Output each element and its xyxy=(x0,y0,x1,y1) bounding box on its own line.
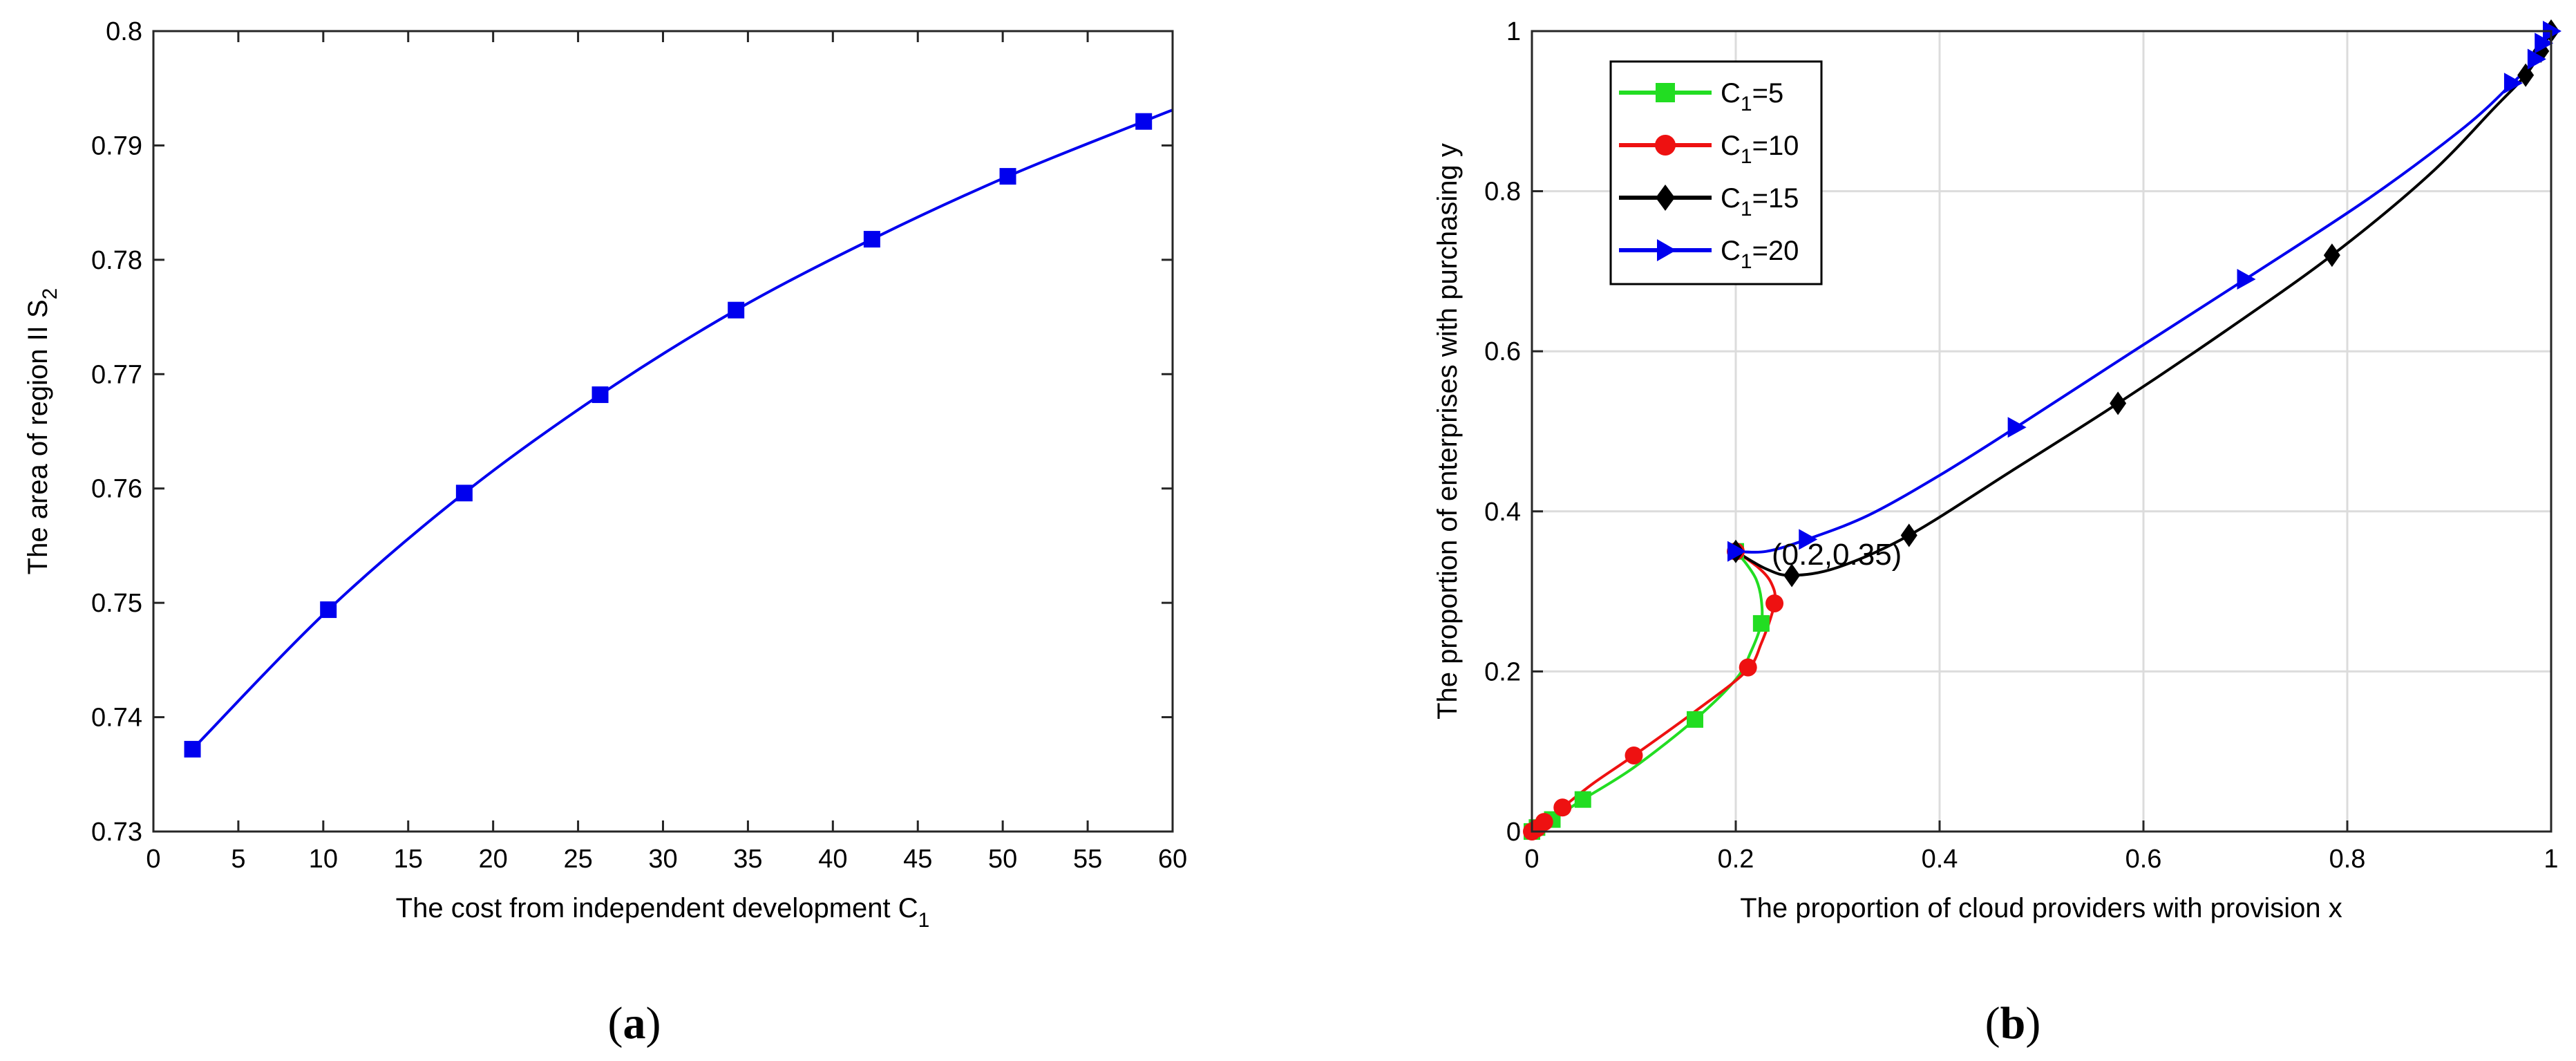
chart-b-point-series-3 xyxy=(1799,529,1818,550)
chart-a-xtick-label: 50 xyxy=(988,845,1017,874)
chart-a-point xyxy=(863,231,880,248)
chart-b-ytick-label: 0 xyxy=(1506,818,1521,847)
chart-a-axes-box xyxy=(152,30,1174,833)
chart-a-xtick-label: 10 xyxy=(309,845,338,874)
chart-b-line-series-2 xyxy=(1734,30,2553,577)
chart-b-line-series-1 xyxy=(1531,550,1777,833)
chart-a-xtick-label: 30 xyxy=(648,845,677,874)
svg-text:C1=20: C1=20 xyxy=(1721,236,1799,273)
chart-b-xlabel: The proportion of cloud providers with p… xyxy=(1740,893,2342,923)
legend-entry-c1-10: C1=10 xyxy=(1619,131,1799,168)
chart-a-xtick-label: 35 xyxy=(733,845,762,874)
chart-b-line-series-3 xyxy=(1735,30,2553,554)
chart-b-xtick-label: 0.4 xyxy=(1922,845,1958,874)
chart-b-point-series-3 xyxy=(2527,48,2546,70)
chart-b-point-series-0 xyxy=(1752,614,1770,632)
chart-b-point-series-2 xyxy=(2323,243,2340,267)
svg-text:C1=10: C1=10 xyxy=(1721,131,1799,168)
chart-b-point-series-2 xyxy=(1900,523,1917,547)
chart-b-xtick-label: 0.6 xyxy=(2125,845,2162,874)
svg-text:C1=5: C1=5 xyxy=(1721,78,1783,115)
chart-a-xtick-label: 0 xyxy=(146,845,160,874)
chart-a-xtick-label: 60 xyxy=(1158,845,1187,874)
chart-b-ytick-label: 0.4 xyxy=(1484,498,1521,527)
chart-a-ytick-label: 0.73 xyxy=(91,818,142,847)
chart-b-xtick-label: 0.2 xyxy=(1718,845,1754,874)
chart-a-xtick-label: 55 xyxy=(1073,845,1102,874)
chart-b-ticks: 0 0.2 0.4 0.6 0.8 1 0 0.2 0.4 0.6 0.8 1 xyxy=(1484,17,2558,874)
chart-b-point-series-1 xyxy=(1765,594,1784,612)
chart-b-point-series-3 xyxy=(1727,541,1746,562)
chart-a-xtick-label: 25 xyxy=(563,845,592,874)
chart-a-xtick-label: 45 xyxy=(903,845,932,874)
chart-a-ticks: 0 5 10 15 20 25 30 35 40 45 50 55 60 0.73 0.74 0.75 0.76… xyxy=(91,17,1187,874)
chart-b-panel-label: (b) xyxy=(1985,998,2041,1049)
chart-a-xtick-label: 40 xyxy=(818,845,847,874)
chart-b-xtick-label: 0.8 xyxy=(2329,845,2366,874)
chart-b-point-series-0 xyxy=(1574,791,1591,808)
chart-b-axes-box xyxy=(1531,30,2553,833)
chart-b: 0 0.2 0.4 0.6 0.8 100.20.40.60.81 (0.2,0.35) … xyxy=(1432,17,2561,1049)
chart-b-point-series-1 xyxy=(1553,798,1572,817)
chart-a-ytick-label: 0.78 xyxy=(91,246,142,275)
chart-a-point xyxy=(591,386,609,404)
chart-a-panel-label: (a) xyxy=(608,998,661,1049)
chart-b-ytick-label: 0.6 xyxy=(1484,337,1521,366)
legend-entry-c1-5: C1=5 xyxy=(1619,78,1783,115)
chart-a-xtick-label: 5 xyxy=(231,845,245,874)
legend-entry-c1-20: C1=20 xyxy=(1619,236,1799,273)
chart-a-ytick-label: 0.76 xyxy=(91,475,142,504)
chart-b-point-series-0 xyxy=(1687,711,1703,728)
chart-a-point xyxy=(455,485,473,502)
chart-a-point xyxy=(1135,113,1153,130)
chart-a-point xyxy=(320,601,337,619)
chart-a: 0 5 10 15 20 25 30 35 40 45 50 55 60 0.73 0.74 0.75 0.76… xyxy=(23,17,1187,1049)
chart-a-xlabel: The cost from independent development C1 xyxy=(396,893,930,932)
chart-b-ylabel: The proportion of enterprises with purch… xyxy=(1432,143,1463,720)
chart-b-point-series-3 xyxy=(2237,268,2256,290)
chart-b-xtick-label: 1 xyxy=(2544,845,2558,874)
chart-b-annotation: (0.2,0.35) xyxy=(1772,538,1902,572)
chart-b-point-series-2 xyxy=(1783,563,1801,588)
chart-b-markers xyxy=(1523,19,2561,841)
legend-entry-c1-15: C1=15 xyxy=(1619,183,1799,220)
chart-a-ytick-label: 0.74 xyxy=(91,704,142,733)
chart-a-point xyxy=(184,740,201,758)
chart-b-point-series-1 xyxy=(1535,813,1553,832)
chart-a-series-line xyxy=(191,109,1173,751)
chart-b-ytick-label: 0.2 xyxy=(1484,657,1521,686)
chart-b-legend: C1=5 C1=10 C1=15 C1=20 xyxy=(1609,60,1823,285)
chart-b-line-series-0 xyxy=(1531,550,1764,833)
chart-b-ytick-label: 1 xyxy=(1506,17,1521,46)
chart-b-point-series-3 xyxy=(2503,73,2523,94)
chart-b-point-series-3 xyxy=(2535,32,2554,54)
chart-a-ylabel: The area of region II S2 xyxy=(23,288,61,575)
chart-b-legend-box xyxy=(1609,60,1823,285)
svg-text:C1=15: C1=15 xyxy=(1721,183,1799,220)
chart-a-ytick-label: 0.8 xyxy=(106,17,142,46)
chart-b-point-series-2 xyxy=(2517,63,2535,87)
chart-a-line xyxy=(191,109,1173,751)
chart-b-point-series-1 xyxy=(1739,658,1757,677)
chart-b-xtick-label: 0 xyxy=(1524,845,1539,874)
chart-b-ytick-label: 0.8 xyxy=(1484,178,1521,207)
chart-b-point-series-1 xyxy=(1625,746,1643,764)
chart-a-ytick-label: 0.75 xyxy=(91,589,142,618)
chart-a-xtick-label: 20 xyxy=(479,845,508,874)
chart-a-point xyxy=(999,168,1016,185)
chart-a-xtick-label: 15 xyxy=(394,845,423,874)
chart-b-point-series-3 xyxy=(2007,417,2027,438)
chart-a-ytick-label: 0.77 xyxy=(91,360,142,389)
chart-a-markers xyxy=(184,113,1153,758)
chart-b-point-series-2 xyxy=(2110,391,2127,415)
chart-a-ytick-label: 0.79 xyxy=(91,131,142,160)
chart-a-point xyxy=(728,301,745,319)
